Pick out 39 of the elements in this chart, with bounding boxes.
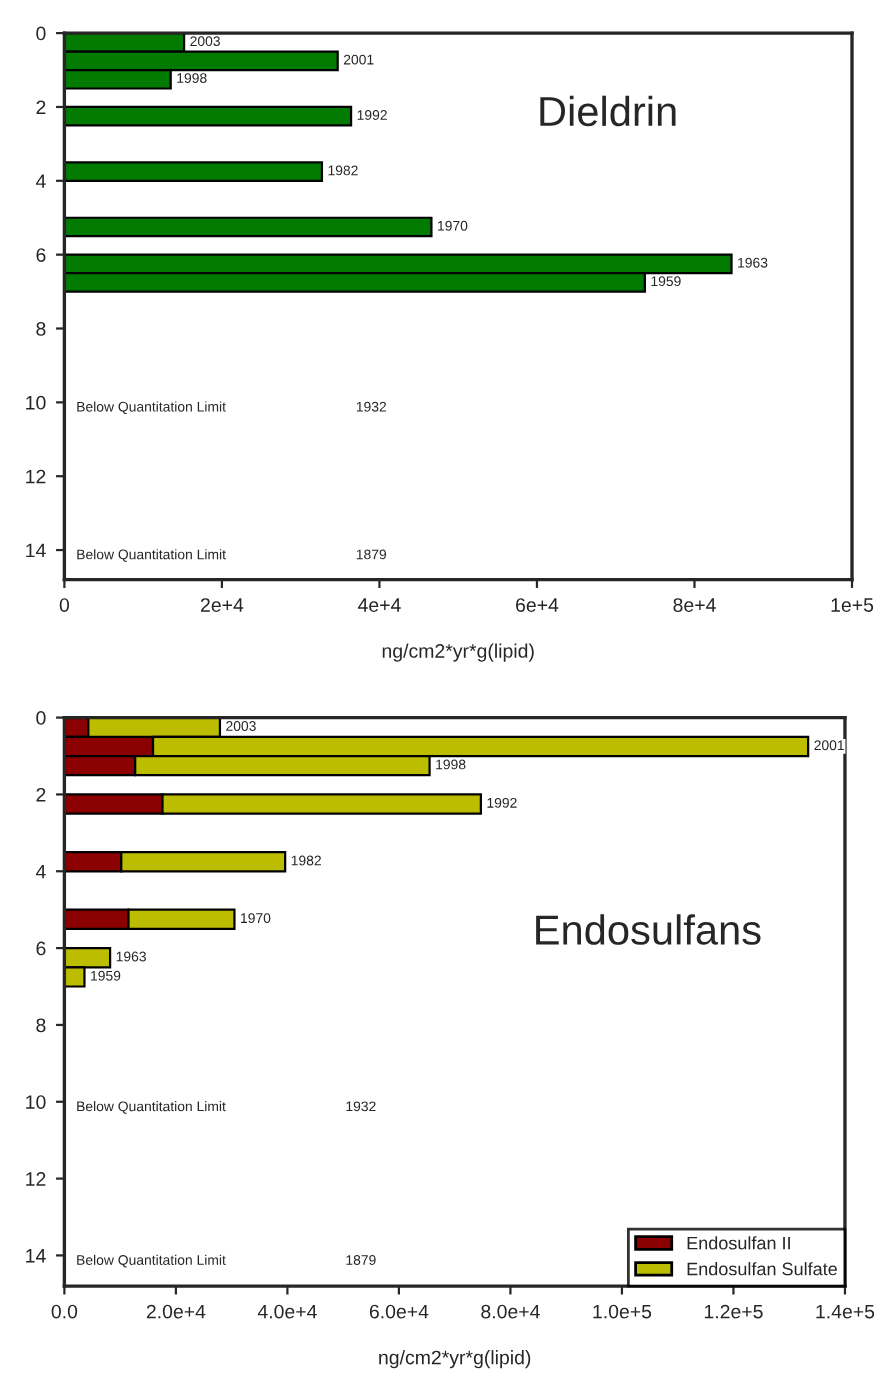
x-tick-label: 4e+4 bbox=[357, 598, 401, 612]
x-tick-label: 6e+4 bbox=[516, 598, 559, 612]
y-tick-label: 4 bbox=[35, 864, 46, 879]
y-tick-label: 0 bbox=[36, 26, 46, 41]
y-tick-label: 4 bbox=[35, 174, 46, 188]
x-tick-label: 1e+5 bbox=[831, 598, 874, 612]
x-tick-label: 8e+4 bbox=[673, 598, 716, 612]
x-tick-label: 1.0e+5 bbox=[593, 1304, 652, 1319]
x-tick-label: 2.0e+4 bbox=[146, 1304, 206, 1319]
x-axis-title: ng/cm2*yr*g(lipid) bbox=[382, 643, 534, 662]
y-tick-label: 14 bbox=[26, 1249, 46, 1263]
x-tick-label: 0 bbox=[59, 598, 70, 612]
x-tick-label: 2e+4 bbox=[200, 598, 244, 612]
x-tick-label: 1.4e+5 bbox=[816, 1304, 875, 1319]
y-tick-label: 6 bbox=[36, 941, 46, 956]
bar bbox=[64, 161, 324, 182]
y-tick-label: 14 bbox=[26, 543, 46, 558]
bar bbox=[64, 105, 353, 127]
legend-label: Endosulfan II bbox=[687, 1236, 790, 1250]
y-tick-label: 2 bbox=[36, 100, 46, 115]
x-tick-label: 0.0 bbox=[51, 1304, 78, 1319]
text: Endosulfans bbox=[536, 914, 761, 945]
x-tick-label: 8.0e+4 bbox=[481, 1304, 540, 1319]
bar bbox=[64, 216, 433, 238]
x-tick-label: 6.0e+4 bbox=[369, 1304, 429, 1319]
y-tick-label: 6 bbox=[36, 248, 46, 262]
y-tick-label: 8 bbox=[36, 1018, 46, 1033]
x-axis-title: ng/cm2*yr*g(lipid) bbox=[379, 1350, 531, 1369]
y-tick-label: 12 bbox=[26, 1172, 46, 1186]
y-tick-label: 0 bbox=[36, 711, 46, 725]
x-tick-label: 4.0e+4 bbox=[257, 1304, 317, 1319]
legend-label: Endosulfan Sulfate bbox=[687, 1262, 837, 1276]
y-tick-label: 8 bbox=[36, 321, 46, 336]
y-tick-label: 2 bbox=[36, 787, 46, 802]
x-tick-label: 1.2e+5 bbox=[704, 1304, 763, 1319]
y-tick-label: 12 bbox=[26, 469, 46, 484]
y-tick-label: 10 bbox=[26, 395, 46, 410]
text: Dieldrin bbox=[540, 95, 676, 127]
y-tick-label: 10 bbox=[26, 1095, 46, 1109]
